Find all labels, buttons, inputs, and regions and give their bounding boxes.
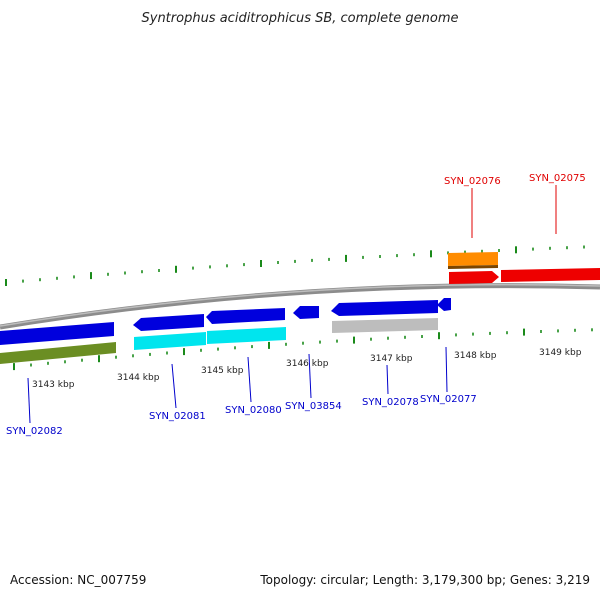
gene-label-SYN_03854[interactable]: SYN_03854 xyxy=(285,401,342,412)
gene-label-SYN_02075[interactable]: SYN_02075 xyxy=(529,173,586,184)
cds-SYN_03854[interactable] xyxy=(293,306,319,319)
topology-summary-text: Topology: circular; Length: 3,179,300 bp… xyxy=(260,573,590,587)
genome-backbone-highlight xyxy=(0,283,600,327)
gene-SYN_02076-shadow xyxy=(448,265,498,269)
gene-label-SYN_02082[interactable]: SYN_02082 xyxy=(6,426,63,437)
cds-SYN_02075-b[interactable] xyxy=(501,268,600,282)
kbp-label: 3148 kbp xyxy=(454,351,497,361)
cds-SYN_02081[interactable] xyxy=(133,314,204,331)
label-line-SYN_02081 xyxy=(171,363,177,409)
gene-SYN_02078[interactable] xyxy=(332,318,438,333)
gene-SYN_02076[interactable] xyxy=(448,252,498,266)
gene-label-SYN_02076[interactable]: SYN_02076 xyxy=(444,176,501,187)
label-line-SYN_02077 xyxy=(445,346,448,393)
map-title: Syntrophus aciditrophicus SB, complete g… xyxy=(142,11,459,26)
cds-SYN_02082[interactable] xyxy=(0,322,114,345)
kbp-label: 3149 kbp xyxy=(539,348,582,358)
gene-label-SYN_02081[interactable]: SYN_02081 xyxy=(149,411,206,422)
accession-text: Accession: NC_007759 xyxy=(10,573,147,587)
kbp-label: 3144 kbp xyxy=(117,373,160,383)
label-line-SYN_03854 xyxy=(308,353,312,399)
gene-SYN_02081[interactable] xyxy=(134,332,206,350)
gene-SYN_02082[interactable] xyxy=(0,342,116,364)
gene-label-SYN_02077[interactable]: SYN_02077 xyxy=(420,394,477,405)
genome-backbone xyxy=(0,283,600,330)
cds-SYN_02080[interactable] xyxy=(206,308,285,324)
kbp-label: 3147 kbp xyxy=(370,354,413,364)
kbp-label: 3146 kbp xyxy=(286,359,329,369)
label-line-SYN_02078 xyxy=(386,364,389,395)
kbp-label: 3145 kbp xyxy=(201,366,244,376)
gene-label-SYN_02080[interactable]: SYN_02080 xyxy=(225,405,282,416)
label-line-SYN_02082 xyxy=(27,377,31,424)
cds-SYN_02077[interactable] xyxy=(437,298,451,311)
scale-ticks xyxy=(5,245,593,371)
cds-SYN_02075-a[interactable] xyxy=(449,271,499,284)
label-line-SYN_02080 xyxy=(247,356,252,403)
kbp-label: 3143 kbp xyxy=(32,380,75,390)
kbp-labels: 3143 kbp 3144 kbp 3145 kbp 3146 kbp 3147… xyxy=(32,348,582,390)
forward-strand: SYN_02076 SYN_02075 xyxy=(444,173,600,284)
gene-label-SYN_02078[interactable]: SYN_02078 xyxy=(362,397,419,408)
gene-SYN_02080[interactable] xyxy=(207,327,286,344)
cds-SYN_02078[interactable] xyxy=(331,300,438,316)
reverse-strand: SYN_02082 SYN_02081 SYN_02080 SYN_03854 … xyxy=(0,298,477,437)
